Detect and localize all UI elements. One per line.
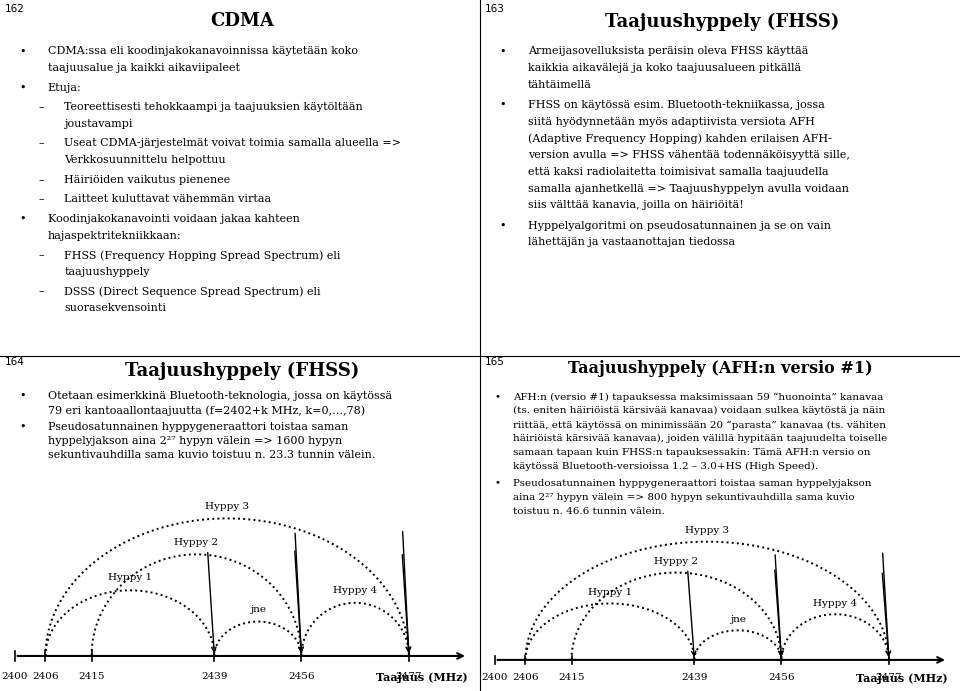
- Text: 2406: 2406: [513, 673, 539, 682]
- Text: Häiriöiden vaikutus pienenee: Häiriöiden vaikutus pienenee: [64, 175, 230, 184]
- Text: –: –: [38, 194, 44, 205]
- Text: 162: 162: [5, 3, 25, 14]
- Text: sekuntivauhdilla sama kuvio toistuu n. 23.3 tunnin välein.: sekuntivauhdilla sama kuvio toistuu n. 2…: [48, 451, 375, 460]
- Text: Hyppy 1: Hyppy 1: [588, 588, 632, 597]
- Text: siitä hyödynnetään myös adaptiivista versiota AFH: siitä hyödynnetään myös adaptiivista ver…: [528, 117, 814, 126]
- Text: Pseudosatunnainen hyppygeneraattori toistaa saman hyppelyjakson: Pseudosatunnainen hyppygeneraattori tois…: [513, 479, 872, 488]
- Text: 79 eri kantoaallontaajuutta (f=2402+k MHz, k=0,…,78): 79 eri kantoaallontaajuutta (f=2402+k MH…: [48, 405, 365, 415]
- Text: –: –: [38, 287, 44, 296]
- Text: 2456: 2456: [288, 672, 315, 681]
- Text: 2456: 2456: [768, 673, 795, 682]
- Text: siis välttää kanavia, joilla on häiriöitä!: siis välttää kanavia, joilla on häiriöit…: [528, 200, 743, 210]
- Text: FHSS (Frequency Hopping Spread Spectrum) eli: FHSS (Frequency Hopping Spread Spectrum)…: [64, 250, 341, 261]
- Text: 165: 165: [485, 357, 505, 368]
- Text: 2406: 2406: [33, 672, 59, 681]
- Text: Taajuushyppely (AFH:n versio #1): Taajuushyppely (AFH:n versio #1): [567, 361, 873, 377]
- Text: lähettäjän ja vastaanottajan tiedossa: lähettäjän ja vastaanottajan tiedossa: [528, 238, 734, 247]
- Text: Laitteet kuluttavat vähemmän virtaa: Laitteet kuluttavat vähemmän virtaa: [64, 194, 272, 205]
- Text: –: –: [38, 250, 44, 261]
- Text: Taajuushyppely (FHSS): Taajuushyppely (FHSS): [125, 362, 360, 380]
- Text: suorasekvensointi: suorasekvensointi: [64, 303, 166, 313]
- Text: samaan tapaan kuin FHSS:n tapauksessakin: Tämä AFH:n versio on: samaan tapaan kuin FHSS:n tapauksessakin…: [513, 448, 871, 457]
- Text: FHSS on käytössä esim. Bluetooth-tekniikassa, jossa: FHSS on käytössä esim. Bluetooth-tekniik…: [528, 100, 825, 110]
- Text: 2400: 2400: [2, 672, 28, 681]
- Text: jne: jne: [730, 614, 746, 624]
- Text: 2439: 2439: [202, 672, 228, 681]
- Text: 2400: 2400: [482, 673, 508, 682]
- Text: version avulla => FHSS vähentää todennäköisyyttä sille,: version avulla => FHSS vähentää todennäk…: [528, 150, 850, 160]
- Text: AFH:n (versio #1) tapauksessa maksimissaan 59 “huonointa” kanavaa: AFH:n (versio #1) tapauksessa maksimissa…: [513, 392, 883, 401]
- Text: •: •: [19, 46, 26, 56]
- Text: että kaksi radiolaitetta toimisivat samalla taajuudella: että kaksi radiolaitetta toimisivat sama…: [528, 167, 828, 177]
- Text: Etuja:: Etuja:: [48, 82, 82, 93]
- Text: samalla ajanhetkellä => Taajuushyppelyn avulla voidaan: samalla ajanhetkellä => Taajuushyppelyn …: [528, 184, 849, 193]
- Text: –: –: [38, 102, 44, 112]
- Text: –: –: [38, 138, 44, 149]
- Text: Hyppy 4: Hyppy 4: [813, 598, 857, 607]
- Text: Taajuushyppely (FHSS): Taajuushyppely (FHSS): [605, 12, 840, 30]
- Text: toistuu n. 46.6 tunnin välein.: toistuu n. 46.6 tunnin välein.: [513, 507, 665, 515]
- Text: •: •: [494, 479, 500, 488]
- Text: hyppelyjakson aina 2²⁷ hypyn välein => 1600 hypyn: hyppelyjakson aina 2²⁷ hypyn välein => 1…: [48, 436, 342, 446]
- Text: taajuushyppely: taajuushyppely: [64, 267, 150, 277]
- Text: taajuusalue ja kaikki aikaviipaleet: taajuusalue ja kaikki aikaviipaleet: [48, 63, 240, 73]
- Text: 164: 164: [5, 357, 25, 367]
- Text: 2477: 2477: [876, 673, 902, 682]
- Text: •: •: [19, 214, 26, 224]
- Text: 163: 163: [485, 3, 505, 14]
- Text: CDMA:ssa eli koodinjakokanavoinnissa käytetään koko: CDMA:ssa eli koodinjakokanavoinnissa käy…: [48, 46, 357, 56]
- Text: jne: jne: [250, 605, 266, 614]
- Text: Otetaan esimerkkinä Bluetooth-teknologia, jossa on käytössä: Otetaan esimerkkinä Bluetooth-teknologia…: [48, 390, 392, 401]
- Text: •: •: [499, 220, 506, 231]
- Text: Hyppy 1: Hyppy 1: [108, 574, 152, 583]
- Text: riittää, että käytössä on minimissään 20 “parasta” kanavaa (ts. vähiten: riittää, että käytössä on minimissään 20…: [513, 420, 886, 430]
- Text: •: •: [19, 82, 26, 93]
- Text: (ts. eniten häiriöistä kärsivää kanavaa) voidaan sulkea käytöstä ja näin: (ts. eniten häiriöistä kärsivää kanavaa)…: [513, 406, 885, 415]
- Text: •: •: [19, 390, 26, 401]
- Text: Taajuus (MHz): Taajuus (MHz): [376, 672, 468, 683]
- Text: Koodinjakokanavointi voidaan jakaa kahteen: Koodinjakokanavointi voidaan jakaa kahte…: [48, 214, 300, 224]
- Text: Armeijasovelluksista peräisin oleva FHSS käyttää: Armeijasovelluksista peräisin oleva FHSS…: [528, 46, 808, 56]
- Text: joustavampi: joustavampi: [64, 119, 132, 129]
- Text: 2477: 2477: [396, 672, 422, 681]
- Text: Teoreettisesti tehokkaampi ja taajuuksien käytöltään: Teoreettisesti tehokkaampi ja taajuuksie…: [64, 102, 363, 112]
- Text: Useat CDMA-järjestelmät voivat toimia samalla alueella =>: Useat CDMA-järjestelmät voivat toimia sa…: [64, 138, 401, 149]
- Text: kaikkia aikavälejä ja koko taajuusalueen pitkällä: kaikkia aikavälejä ja koko taajuusalueen…: [528, 63, 801, 73]
- Text: käytössä Bluetooth-versioissa 1.2 – 3.0+HS (High Speed).: käytössä Bluetooth-versioissa 1.2 – 3.0+…: [513, 462, 818, 471]
- Text: Pseudosatunnainen hyppygeneraattori toistaa saman: Pseudosatunnainen hyppygeneraattori tois…: [48, 422, 348, 432]
- Text: Hyppy 3: Hyppy 3: [205, 502, 250, 511]
- Text: •: •: [19, 422, 26, 432]
- Text: aina 2²⁷ hypyn välein => 800 hypyn sekuntivauhdilla sama kuvio: aina 2²⁷ hypyn välein => 800 hypyn sekun…: [513, 493, 854, 502]
- Text: (Adaptive Frequency Hopping) kahden erilaisen AFH-: (Adaptive Frequency Hopping) kahden eril…: [528, 133, 831, 144]
- Text: Hyppy 2: Hyppy 2: [655, 557, 699, 566]
- Text: Taajuus (MHz): Taajuus (MHz): [856, 673, 948, 684]
- Text: DSSS (Direct Sequence Spread Spectrum) eli: DSSS (Direct Sequence Spread Spectrum) e…: [64, 287, 321, 297]
- Text: tähtäimellä: tähtäimellä: [528, 79, 591, 90]
- Text: Hyppy 4: Hyppy 4: [333, 586, 377, 595]
- Text: •: •: [499, 46, 506, 56]
- Text: Hyppelyalgoritmi on pseudosatunnainen ja se on vain: Hyppelyalgoritmi on pseudosatunnainen ja…: [528, 220, 830, 231]
- Text: 2415: 2415: [79, 672, 105, 681]
- Text: –: –: [38, 175, 44, 184]
- Text: •: •: [499, 100, 506, 110]
- Text: Verkkosuunnittelu helpottuu: Verkkosuunnittelu helpottuu: [64, 155, 226, 165]
- Text: hajaspektritekniikkaan:: hajaspektritekniikkaan:: [48, 231, 181, 240]
- Text: häiriöistä kärsivää kanavaa), joiden välillä hypitään taajuudelta toiselle: häiriöistä kärsivää kanavaa), joiden väl…: [513, 435, 887, 444]
- Text: •: •: [494, 392, 500, 401]
- Text: CDMA: CDMA: [210, 12, 275, 30]
- Text: 2439: 2439: [682, 673, 708, 682]
- Text: Hyppy 2: Hyppy 2: [175, 538, 219, 547]
- Text: Hyppy 3: Hyppy 3: [685, 526, 730, 535]
- Text: 2415: 2415: [559, 673, 585, 682]
